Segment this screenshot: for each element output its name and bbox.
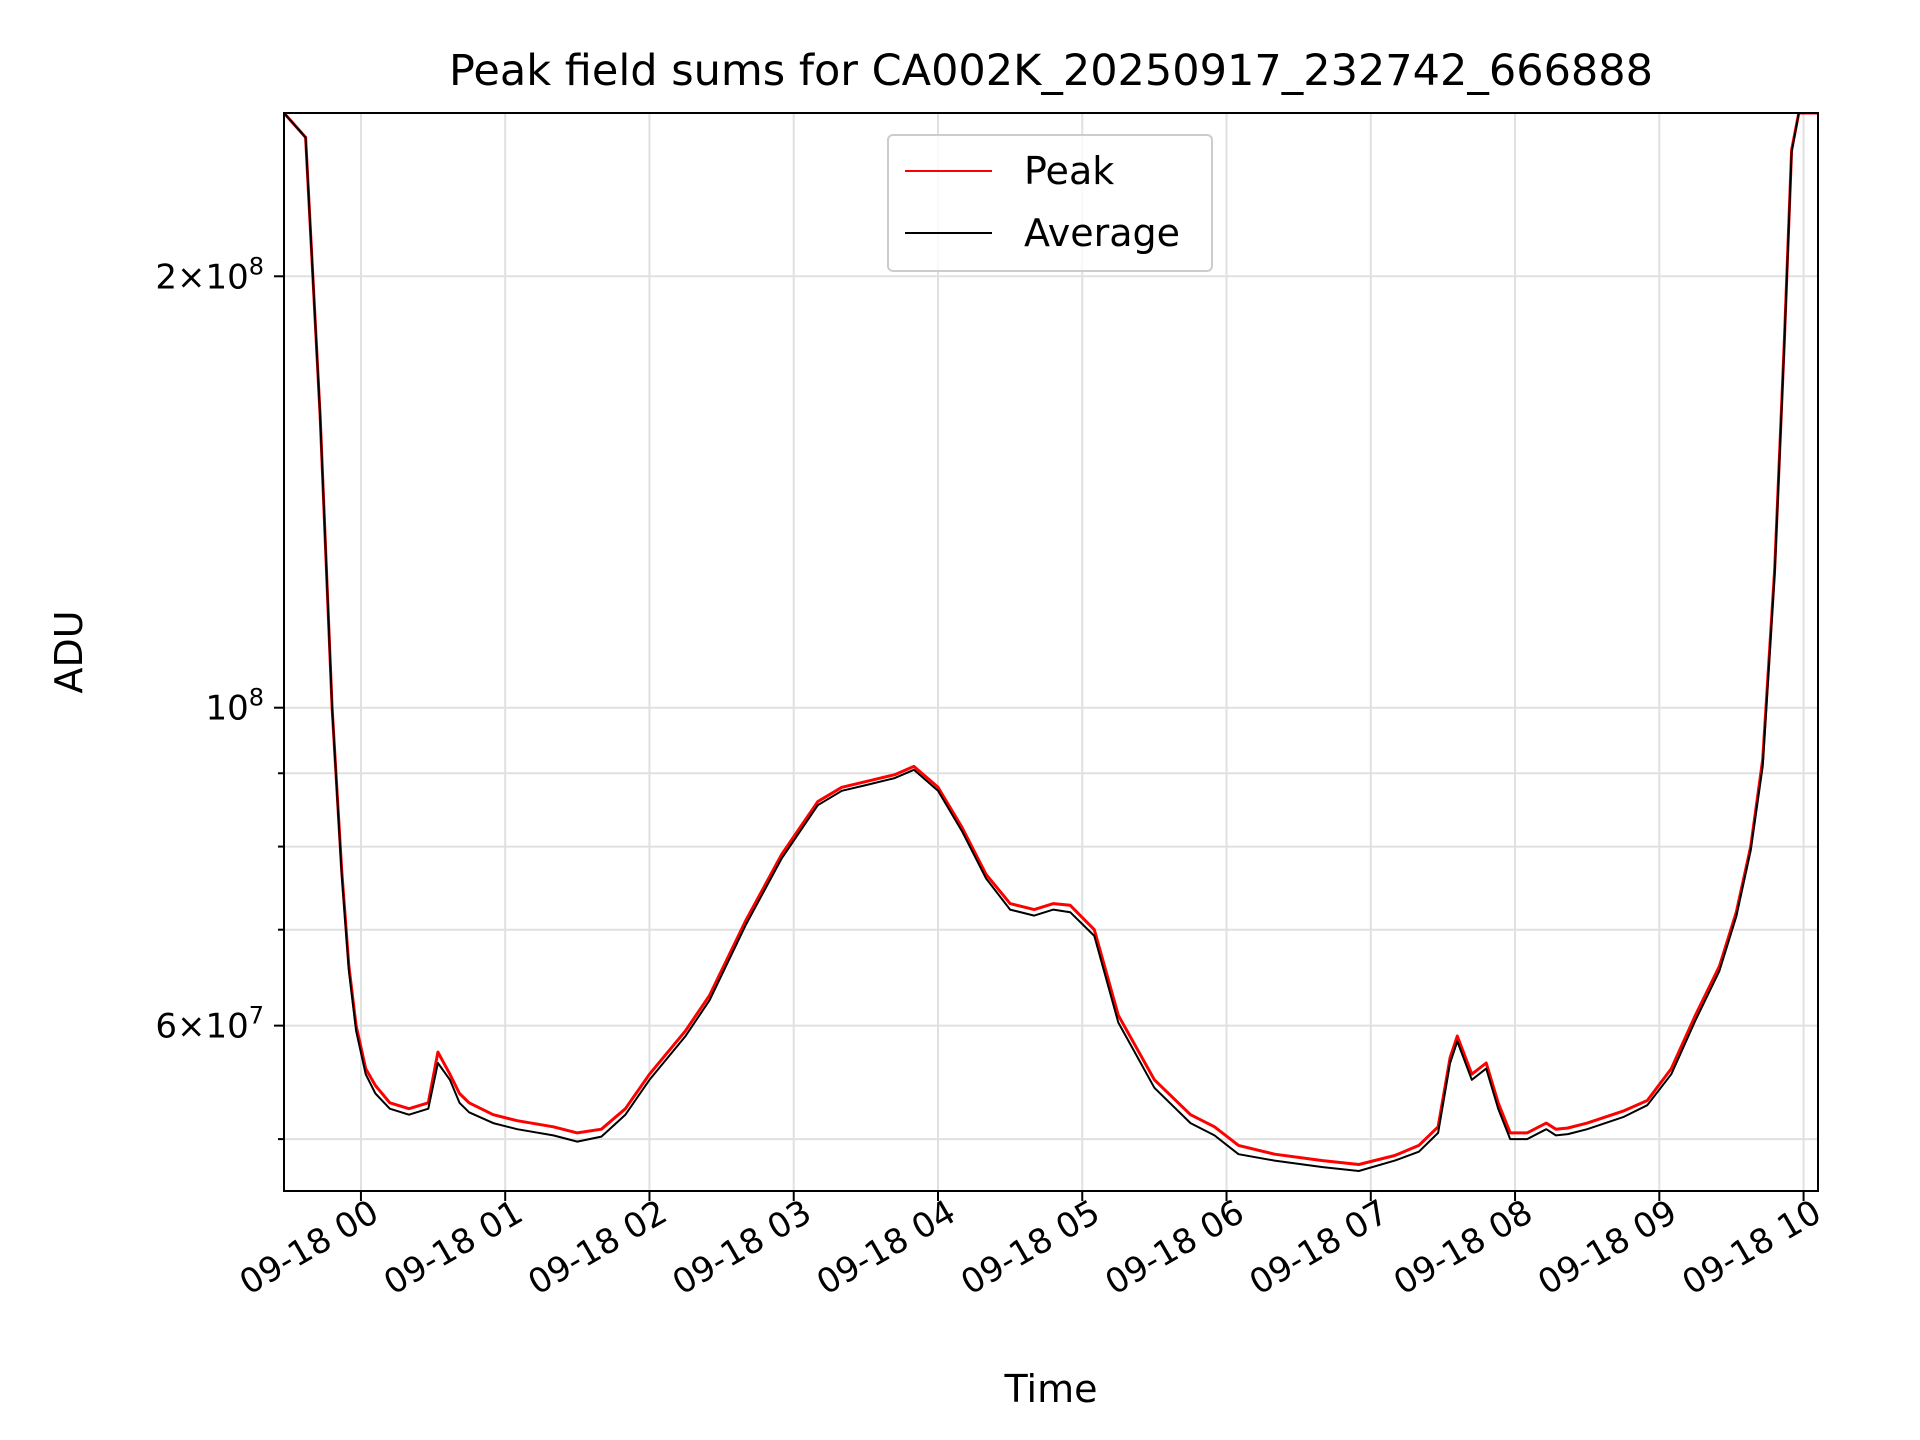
y-axis-label: ADU <box>47 610 91 693</box>
legend: Peak Average <box>887 134 1213 272</box>
legend-average-label: Average <box>1024 211 1180 255</box>
plot-frame <box>283 112 1819 1192</box>
grid <box>284 113 1818 1191</box>
chart-title: Peak field sums for CA002K_20250917_2327… <box>449 46 1653 96</box>
series-average-line <box>284 113 1818 1172</box>
plot-area <box>284 113 1818 1172</box>
legend-peak-label: Peak <box>1024 149 1114 193</box>
series-peak-line <box>284 113 1818 1166</box>
y-tick-label: 6×107 <box>155 1002 264 1047</box>
x-axis-label: Time <box>1004 1367 1098 1411</box>
legend-box <box>887 134 1213 272</box>
y-tick-label: 2×108 <box>155 252 264 297</box>
